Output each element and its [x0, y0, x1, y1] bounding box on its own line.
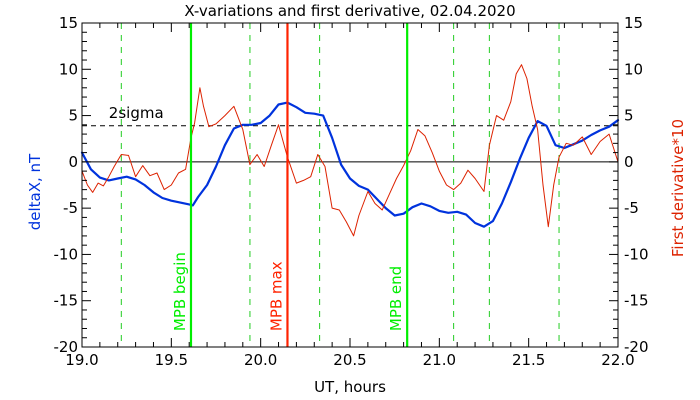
chart-title: X-variations and first derivative, 02.04…	[184, 2, 515, 20]
marker-label-2: MPB end	[387, 266, 405, 331]
y-tick-label-right: 15	[624, 14, 643, 32]
y-tick-label-right: 10	[624, 60, 643, 78]
y-tick-label-right: -5	[624, 199, 639, 217]
y-tick-label-left: -20	[54, 338, 79, 356]
y-tick-label-right: -20	[624, 338, 649, 356]
y-tick-label-left: 10	[59, 60, 78, 78]
marker-label-1: MPB max	[267, 261, 285, 331]
y-tick-label-right: -15	[624, 292, 649, 310]
x-tick-label: 21.5	[512, 351, 545, 369]
x-tick-label: 19.5	[155, 351, 188, 369]
y-tick-label-left: -5	[63, 199, 78, 217]
y-axis-right-title: First derivative*10	[669, 119, 687, 257]
y-tick-label-right: 0	[624, 153, 634, 171]
series-line-derivative	[81, 64, 619, 237]
y-tick-label-left: 0	[68, 153, 78, 171]
x-tick-label: 20.0	[244, 351, 277, 369]
y-tick-label-right: 5	[624, 107, 634, 125]
x-axis-title: UT, hours	[314, 378, 386, 396]
y-tick-label-left: -15	[54, 292, 79, 310]
x-tick-label: 22.0	[601, 351, 634, 369]
y-tick-label-right: -10	[624, 245, 649, 263]
x-tick-label: 20.5	[333, 351, 366, 369]
y-axis-left-title: deltaX, nT	[26, 153, 44, 230]
x-tick-label: 19.0	[65, 351, 98, 369]
marker-label-0: MPB begin	[171, 252, 189, 331]
threshold-label: 2sigma	[109, 104, 164, 122]
y-tick-label-left: 15	[59, 14, 78, 32]
y-tick-label-left: -10	[54, 245, 79, 263]
plot-area: 2sigma MPB begin MPB max MPB end 19.0 19.5 20.…	[54, 14, 649, 369]
x-tick-label: 21.0	[423, 351, 456, 369]
series-line-deltax	[80, 101, 620, 228]
y-tick-label-left: 5	[68, 107, 78, 125]
